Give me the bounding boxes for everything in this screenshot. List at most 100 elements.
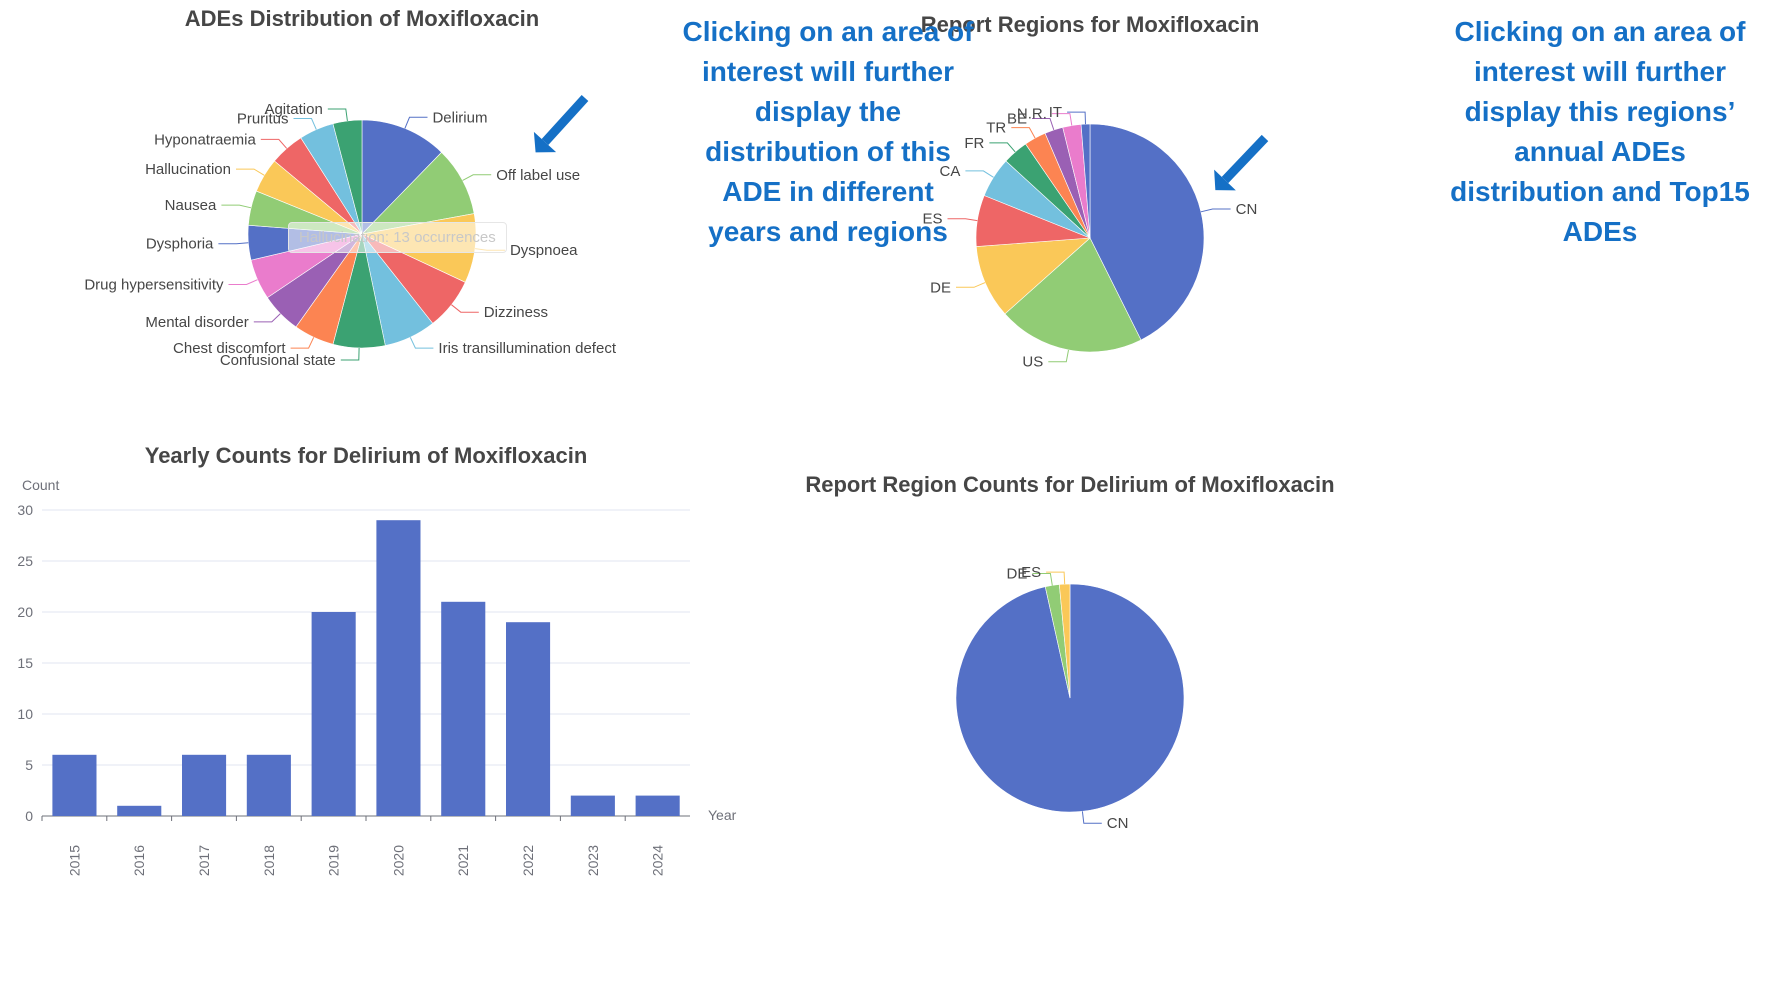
bar[interactable] xyxy=(311,612,356,816)
pie-leader-line xyxy=(1200,208,1231,213)
bar[interactable] xyxy=(570,795,615,816)
annotation-left: Clicking on an area of interest will fur… xyxy=(682,16,974,247)
pie-leader-line xyxy=(260,138,288,149)
pie-leader-line xyxy=(327,108,348,121)
pie-leader-line xyxy=(965,170,994,178)
pie-leader-line xyxy=(290,337,315,349)
pie-leader-line xyxy=(1048,349,1069,363)
y-tick-label: 15 xyxy=(17,655,33,671)
x-tick-label: 2018 xyxy=(261,845,277,876)
chart-title: Report Regions for Moxifloxacin xyxy=(921,12,1260,37)
pie-leader-line xyxy=(1051,113,1073,126)
pie-label: DE xyxy=(930,279,951,296)
annotation-right: Clicking on an area of interest will fur… xyxy=(1450,16,1750,247)
pie-leader-line xyxy=(409,337,434,349)
pie-slice[interactable] xyxy=(975,237,1091,315)
pie-label: FR xyxy=(964,135,984,152)
pie-leader-line xyxy=(451,304,479,313)
arrow-shaft xyxy=(1221,134,1269,184)
pie-label: CA xyxy=(940,163,961,180)
pie-label: Hyponatraemia xyxy=(154,131,256,148)
bar[interactable] xyxy=(441,601,486,816)
x-tick-label: 2017 xyxy=(196,845,212,876)
bar[interactable] xyxy=(376,520,421,816)
x-tick-label: 2023 xyxy=(585,845,601,876)
bar[interactable] xyxy=(635,795,680,816)
bar[interactable] xyxy=(506,622,551,816)
pie-label: Dysphoria xyxy=(146,236,214,253)
x-axis-title: Year xyxy=(708,807,737,823)
pie-label: N.R. xyxy=(1017,106,1047,123)
pie-leader-line xyxy=(236,168,265,176)
y-tick-label: 0 xyxy=(25,808,33,824)
pie-leader-line xyxy=(228,279,258,285)
x-tick-label: 2021 xyxy=(455,845,471,876)
pie-label: Nausea xyxy=(165,197,217,214)
chart-title: ADEs Distribution of Moxifloxacin xyxy=(185,6,539,31)
pie-label: BE xyxy=(1007,111,1027,128)
pie-leader-line xyxy=(253,313,281,323)
pie-slice[interactable] xyxy=(1089,123,1205,341)
pie-label: Pruritus xyxy=(237,111,289,128)
pie-label: Off label use xyxy=(496,167,580,184)
pie-label: Mental disorder xyxy=(145,314,248,331)
pie-leader-line xyxy=(1046,571,1066,585)
bar[interactable] xyxy=(52,754,97,816)
pie-leader-line xyxy=(1032,118,1055,131)
pie-label: Hallucination xyxy=(145,161,231,178)
x-tick-label: 2020 xyxy=(390,845,406,876)
pie-leader-line xyxy=(947,218,978,222)
y-tick-label: 5 xyxy=(25,757,33,773)
bar[interactable] xyxy=(246,754,291,816)
pie-label: Iris transillumination defect xyxy=(438,340,616,357)
pie-label: CN xyxy=(1107,815,1129,832)
pie-leader-line xyxy=(293,118,317,130)
x-tick-label: 2016 xyxy=(131,845,147,876)
pie-leader-line xyxy=(218,242,249,245)
y-tick-label: 10 xyxy=(17,706,33,722)
pie-label: Agitation xyxy=(264,101,322,118)
arrow-head xyxy=(533,131,557,153)
bar[interactable] xyxy=(182,754,227,816)
pie-leader-line xyxy=(221,204,252,209)
bar[interactable] xyxy=(117,805,162,816)
pie-label: DE xyxy=(1007,566,1028,583)
arrow-head xyxy=(1214,169,1236,191)
pie-leader-line xyxy=(1067,111,1086,125)
y-tick-label: 25 xyxy=(17,553,33,569)
pie-leader-line xyxy=(1011,127,1036,139)
pie-leader-line xyxy=(404,116,428,129)
pie-label: ES xyxy=(1021,564,1041,581)
pie-label: Dyspnoea xyxy=(510,242,578,259)
x-tick-label: 2019 xyxy=(326,845,342,876)
pie-slice[interactable] xyxy=(1004,237,1142,353)
pie-label: TR xyxy=(986,120,1006,137)
pie-slice[interactable] xyxy=(332,119,363,235)
pie-label: Chest discomfort xyxy=(173,340,286,357)
y-axis-title: Count xyxy=(22,477,59,493)
pie-label: CN xyxy=(1236,201,1258,218)
x-tick-label: 2024 xyxy=(650,845,666,876)
pie-leader-line xyxy=(956,282,986,288)
y-tick-label: 20 xyxy=(17,604,33,620)
chart-title: Report Region Counts for Delirium of Mox… xyxy=(805,472,1334,497)
pie-label: Delirium xyxy=(432,109,487,126)
arrow-shaft xyxy=(541,94,589,146)
pie-leader-line xyxy=(462,174,492,181)
pie-leader-line xyxy=(1081,811,1102,824)
pie-label: US xyxy=(1022,354,1043,371)
y-tick-label: 30 xyxy=(17,502,33,518)
pie-leader-line xyxy=(340,347,360,361)
pie-label: IT xyxy=(1049,104,1062,121)
x-tick-label: 2015 xyxy=(66,845,82,876)
chart-title: Yearly Counts for Delirium of Moxifloxac… xyxy=(145,443,588,468)
pie-leader-line xyxy=(1032,573,1053,586)
pie-label: Drug hypersensitivity xyxy=(84,276,224,293)
x-tick-label: 2022 xyxy=(520,845,536,876)
pie-slice[interactable] xyxy=(1058,583,1071,699)
pie-leader-line xyxy=(989,142,1016,153)
pie-label: ES xyxy=(922,211,942,228)
pie-label: Dizziness xyxy=(484,304,548,321)
pie-label: Confusional state xyxy=(220,352,336,369)
pie-tooltip: Hallucination: 13 occurrences xyxy=(288,222,507,253)
